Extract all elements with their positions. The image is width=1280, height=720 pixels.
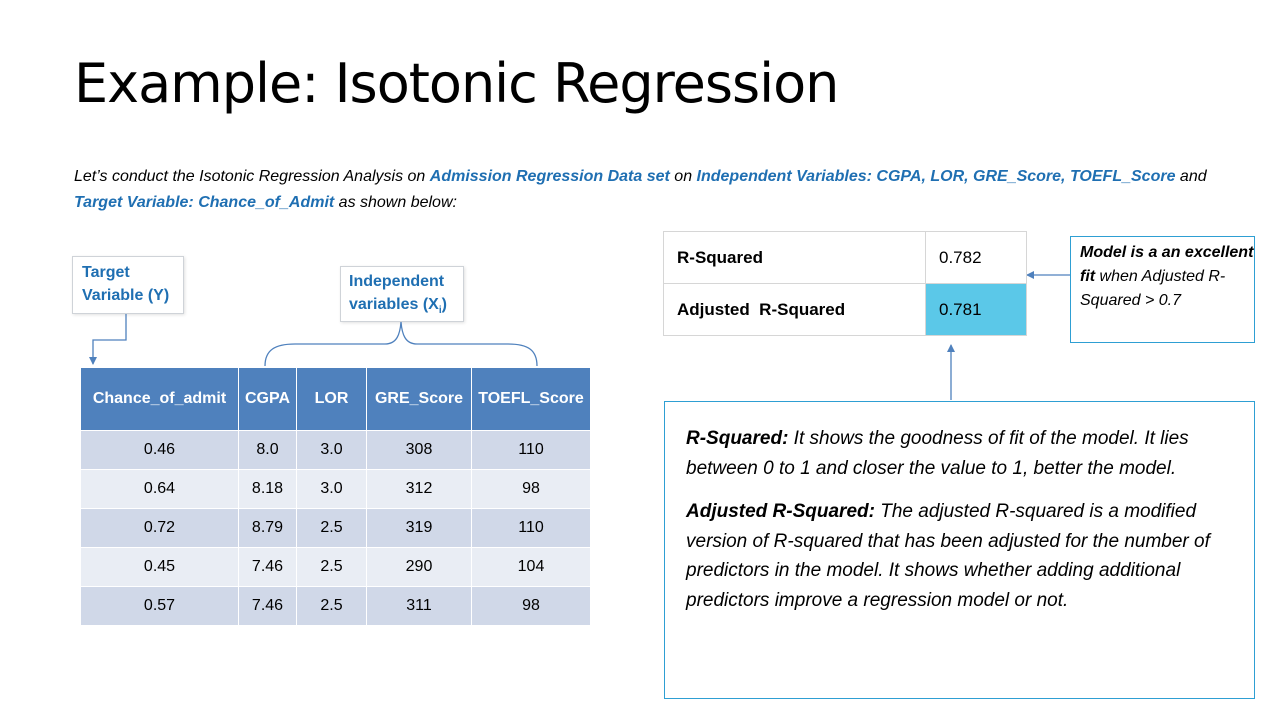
adjusted-r2-explanation: Adjusted R-Squared: The adjusted R-squar… (686, 497, 1234, 615)
cell-lor: 2.5 (296, 586, 367, 626)
target-variable-callout: Target Variable (Y) (72, 256, 184, 314)
table-row: 0.72 8.79 2.5 319 110 (80, 508, 591, 548)
fit-note-rest: when Adjusted R-Squared > 0.7 (1080, 268, 1226, 309)
cell-toefl: 110 (471, 508, 591, 548)
excellent-fit-note: Model is a an excellent fit when Adjuste… (1070, 236, 1255, 343)
col-header-chance: Chance_of_admit (80, 367, 239, 431)
fit-note-bold: Model is a an excellent fit (1080, 244, 1254, 285)
cell-cgpa: 8.0 (238, 430, 297, 470)
cell-gre: 311 (366, 586, 472, 626)
explanation-box: R-Squared: It shows the goodness of fit … (664, 401, 1255, 699)
col-header-cgpa: CGPA (238, 367, 297, 431)
metric-row-adjusted-r2: Adjusted R-Squared 0.781 (663, 283, 1027, 336)
cell-lor: 3.0 (296, 469, 367, 509)
metric-label-adjusted-r2: Adjusted R-Squared (663, 283, 926, 336)
r2-term: R-Squared: (686, 428, 789, 449)
target-callout-line2: Variable (Y) (82, 287, 170, 304)
intro-text-1: Let’s conduct the Isotonic Regression An… (74, 168, 430, 185)
independent-variables-callout: Independent variables (Xi) (340, 266, 464, 322)
r2-definition: It shows the goodness of fit of the mode… (686, 428, 1189, 479)
table-header-row: Chance_of_admit CGPA LOR GRE_Score TOEFL… (80, 367, 591, 431)
cell-cgpa: 7.46 (238, 547, 297, 587)
cell-chance: 0.46 (80, 430, 239, 470)
cell-chance: 0.45 (80, 547, 239, 587)
cell-lor: 2.5 (296, 508, 367, 548)
cell-toefl: 104 (471, 547, 591, 587)
target-callout-line1: Target (82, 264, 130, 281)
independent-callout-line2: variables (Xi) (349, 296, 447, 317)
cell-chance: 0.72 (80, 508, 239, 548)
intro-paragraph: Let’s conduct the Isotonic Regression An… (74, 164, 1234, 216)
target-arrow (89, 314, 127, 365)
cell-gre: 319 (366, 508, 472, 548)
independent-brace (264, 321, 538, 367)
cell-cgpa: 8.18 (238, 469, 297, 509)
intro-text-3: and (1175, 168, 1207, 185)
intro-target-var: Target Variable: Chance_of_Admit (74, 194, 335, 211)
cell-toefl: 98 (471, 586, 591, 626)
cell-gre: 308 (366, 430, 472, 470)
intro-independent-vars: Independent Variables: CGPA, LOR, GRE_Sc… (696, 168, 1176, 185)
table-row: 0.46 8.0 3.0 308 110 (80, 430, 591, 470)
subscript-i: i (438, 305, 442, 317)
slide-title: Example: Isotonic Regression (74, 52, 839, 115)
cell-toefl: 98 (471, 469, 591, 509)
cell-chance: 0.57 (80, 586, 239, 626)
metric-label-r2: R-Squared (663, 231, 926, 284)
adjusted-r2-term: Adjusted R-Squared: (686, 501, 875, 522)
table-row: 0.64 8.18 3.0 312 98 (80, 469, 591, 509)
cell-lor: 2.5 (296, 547, 367, 587)
cell-cgpa: 8.79 (238, 508, 297, 548)
cell-chance: 0.64 (80, 469, 239, 509)
metric-value-r2: 0.782 (925, 231, 1027, 284)
intro-text-2: on (669, 168, 697, 185)
intro-dataset: Admission Regression Data set (429, 168, 670, 185)
col-header-lor: LOR (296, 367, 367, 431)
cell-toefl: 110 (471, 430, 591, 470)
cell-gre: 312 (366, 469, 472, 509)
adjusted-r2-definition: The adjusted R-squared is a modified ver… (686, 501, 1210, 611)
r2-explanation: R-Squared: It shows the goodness of fit … (686, 424, 1234, 483)
table-row: 0.45 7.46 2.5 290 104 (80, 547, 591, 587)
cell-lor: 3.0 (296, 430, 367, 470)
admission-data-table: Chance_of_admit CGPA LOR GRE_Score TOEFL… (80, 367, 591, 626)
col-header-gre: GRE_Score (366, 367, 472, 431)
table-row: 0.57 7.46 2.5 311 98 (80, 586, 591, 626)
col-header-toefl: TOEFL_Score (471, 367, 591, 431)
independent-callout-line1: Independent (349, 273, 445, 290)
metric-value-adjusted-r2: 0.781 (925, 283, 1027, 336)
intro-text-4: as shown below: (334, 194, 457, 211)
cell-gre: 290 (366, 547, 472, 587)
metric-row-r2: R-Squared 0.782 (663, 231, 1027, 284)
r-squared-table: R-Squared 0.782 Adjusted R-Squared 0.781 (663, 231, 1027, 336)
cell-cgpa: 7.46 (238, 586, 297, 626)
